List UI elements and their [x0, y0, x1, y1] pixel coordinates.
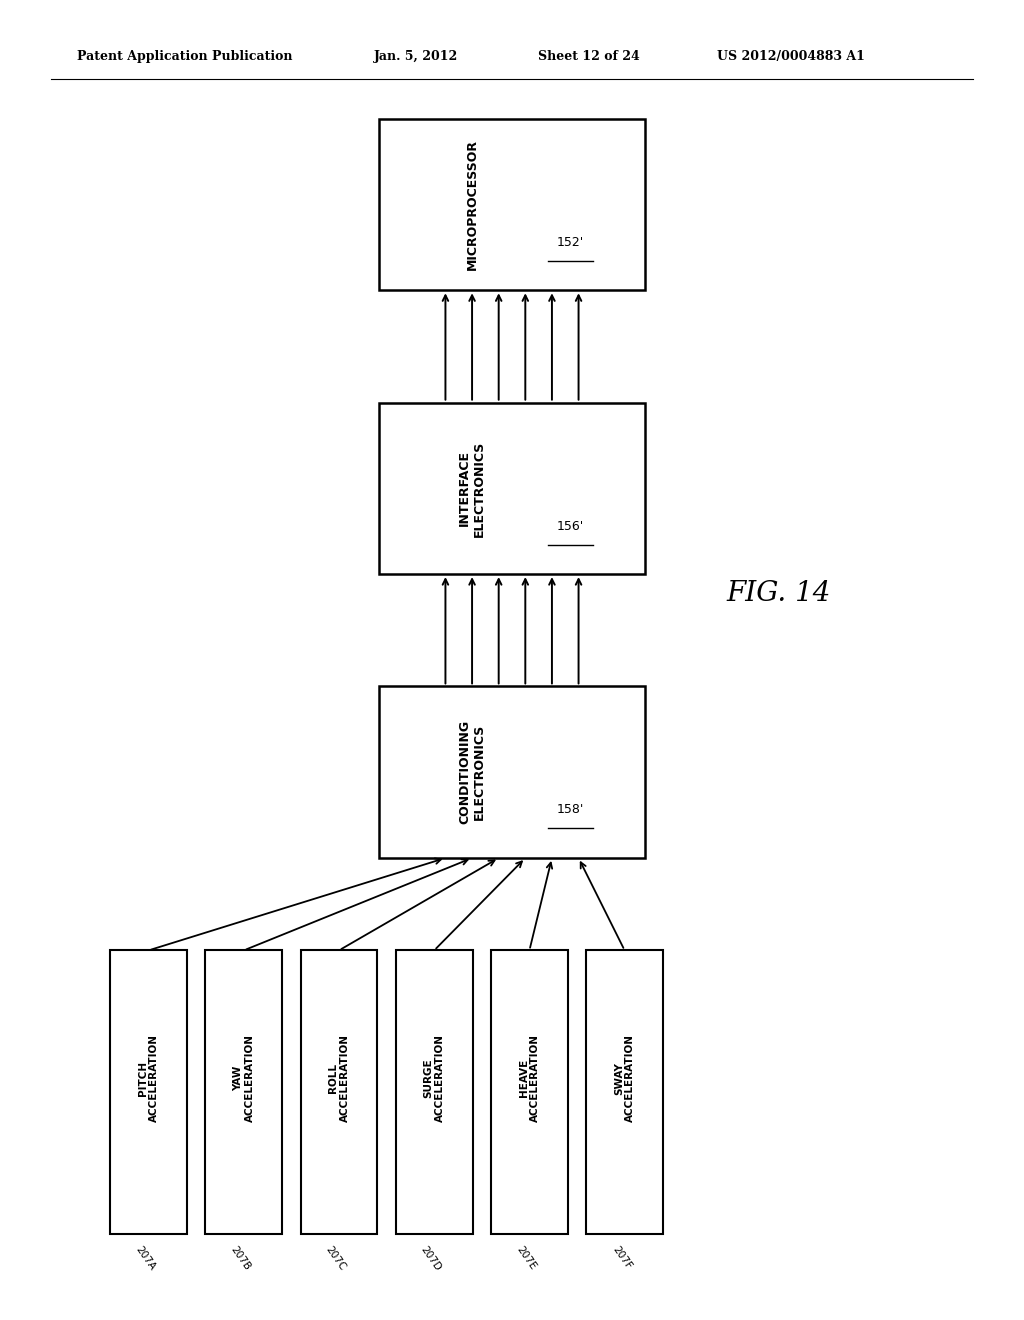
Text: 207E: 207E — [515, 1245, 538, 1272]
Text: 152': 152' — [557, 236, 585, 249]
Text: ROLL
ACCELERATION: ROLL ACCELERATION — [328, 1034, 350, 1122]
Text: Sheet 12 of 24: Sheet 12 of 24 — [538, 50, 639, 63]
Text: HEAVE
ACCELERATION: HEAVE ACCELERATION — [518, 1034, 541, 1122]
Text: US 2012/0004883 A1: US 2012/0004883 A1 — [717, 50, 864, 63]
Bar — [301, 950, 378, 1234]
Bar — [205, 950, 282, 1234]
Bar — [379, 686, 645, 858]
Text: PITCH
ACCELERATION: PITCH ACCELERATION — [137, 1034, 160, 1122]
Text: CONDITIONING
ELECTRONICS: CONDITIONING ELECTRONICS — [458, 721, 486, 824]
Bar — [492, 950, 567, 1234]
Text: Patent Application Publication: Patent Application Publication — [77, 50, 292, 63]
Bar — [379, 403, 645, 574]
Text: 207F: 207F — [610, 1245, 633, 1271]
Text: SWAY
ACCELERATION: SWAY ACCELERATION — [613, 1034, 636, 1122]
Text: YAW
ACCELERATION: YAW ACCELERATION — [232, 1034, 255, 1122]
Text: INTERFACE
ELECTRONICS: INTERFACE ELECTRONICS — [458, 441, 486, 536]
Text: 207C: 207C — [324, 1245, 348, 1272]
Text: 207B: 207B — [228, 1245, 253, 1272]
Text: SURGE
ACCELERATION: SURGE ACCELERATION — [423, 1034, 445, 1122]
Text: 207A: 207A — [133, 1245, 158, 1272]
Text: 207D: 207D — [419, 1245, 443, 1274]
Text: FIG. 14: FIG. 14 — [726, 581, 830, 607]
Text: 156': 156' — [557, 520, 585, 533]
Text: 158': 158' — [557, 804, 585, 817]
Bar — [586, 950, 664, 1234]
Bar — [379, 119, 645, 290]
Bar — [395, 950, 473, 1234]
Bar — [110, 950, 186, 1234]
Text: MICROPROCESSOR: MICROPROCESSOR — [466, 139, 478, 271]
Text: Jan. 5, 2012: Jan. 5, 2012 — [374, 50, 458, 63]
